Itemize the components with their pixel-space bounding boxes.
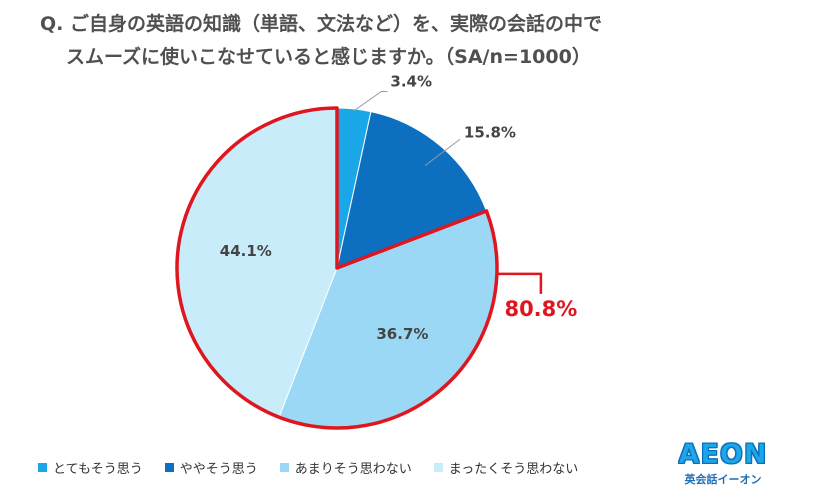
chart-title: Q. ご自身の英語の知識（単語、文法など）を、実際の会話の中で スムーズに使いこ… [40, 8, 800, 74]
highlight-outline [175, 106, 499, 430]
leader-line-1 [424, 138, 461, 167]
legend-item-3: まったくそう思わない [433, 458, 579, 477]
highlight-group: 80.8% [175, 106, 577, 430]
legend-label-2: あまりそう思わない [294, 462, 412, 477]
data-label-1: 15.8% [464, 123, 516, 141]
highlight-callout-line [496, 272, 543, 294]
legend-item-2: あまりそう思わない [279, 458, 412, 477]
highlight-total-label: 80.8% [504, 297, 577, 321]
data-label-3: 44.1% [220, 242, 272, 260]
question-line-1: Q. ご自身の英語の知識（単語、文法など）を、実際の会話の中で [40, 13, 602, 35]
question-line-2: スムーズに使いこなせていると感じますか。（SA/n=1000） [66, 46, 591, 68]
legend-swatch-2 [279, 463, 289, 472]
legend-label-1: ややそう思う [179, 462, 258, 477]
legend-swatch-3 [433, 463, 443, 472]
data-label-0: 3.4% [390, 72, 432, 90]
aeon-logo: AEON 英会話イーオン [668, 439, 778, 487]
legend-swatch-1 [164, 463, 174, 472]
data-labels: 3.4% 15.8% 36.7% 44.1% [220, 72, 516, 342]
legend: とてもそう思う ややそう思う あまりそう思わない まったくそう思わない [38, 458, 578, 477]
legend-label-3: まったくそう思わない [448, 462, 579, 477]
legend-label-0: とてもそう思う [53, 462, 143, 477]
legend-item-0: とてもそう思う [38, 458, 143, 477]
legend-item-1: ややそう思う [164, 458, 258, 477]
legend-swatch-0 [38, 463, 47, 472]
data-label-2: 36.7% [376, 325, 428, 343]
leader-line-0 [353, 90, 388, 112]
logo-mark: AEON [678, 439, 768, 470]
pie-slice-1 [336, 111, 488, 269]
logo-subtitle: 英会話イーオン [684, 473, 762, 486]
